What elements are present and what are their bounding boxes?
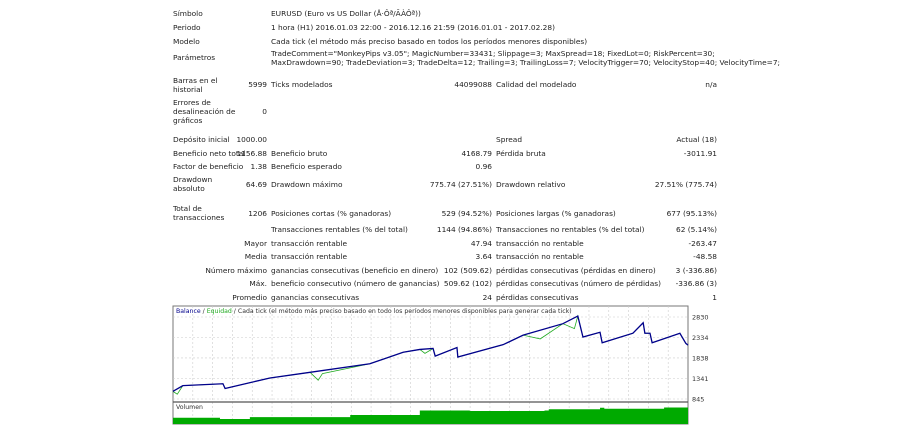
model-value: Cada tick (el método más preciso basado … [271,37,588,46]
total-label-2: transacciones [173,213,225,222]
stat-label: Transacciones rentables (% del total) [271,225,408,234]
stat-label-2: Transacciones no rentables (% del total) [496,225,645,234]
y-tick-label: 845 [692,396,704,404]
gross-profit-value: 4168.79 [461,149,492,158]
long-value: 677 (95.13%) [666,209,717,218]
y-tick-label: 1341 [692,375,709,383]
bars-label: Barras en el [173,76,218,85]
errors-value: 0 [262,107,267,116]
max-dd-label: Drawdown máximo [271,180,343,189]
stat-value: 24 [482,292,492,302]
y-tick-label: 2334 [692,334,709,342]
stat-value: 47.94 [470,238,492,248]
short-label: Posiciones cortas (% ganadoras) [271,209,392,218]
params-line2: MaxDrawdown=90; TradeDeviation=3; TradeD… [271,58,781,67]
ticks-value: 44099088 [454,80,492,89]
chart-title-part: Equidad [207,308,232,315]
stat-value: 3.64 [475,252,492,261]
chart-title-part: / [232,308,238,315]
stat-value: 1144 (94.86%) [436,225,492,234]
expected-label: Beneficio esperado [271,162,342,171]
expected-value: 0.96 [475,162,492,171]
rel-dd-label: Drawdown relativo [496,180,566,189]
stat-label-2: pérdidas consecutivas (número de pérdida… [496,279,661,288]
stat-label-2: transacción no rentable [496,252,584,261]
net-label: Beneficio neto total [173,149,246,158]
deposit-label: Depósito inicial [173,135,230,144]
chart-title-part: / [201,308,207,315]
errors-label-3: gráficos [173,116,203,125]
stat-value-2: 62 (5.14%) [676,225,717,234]
stat-prefix: Mayor [244,238,267,248]
spread-value: Actual (18) [676,135,717,144]
stat-label-2: transacción no rentable [496,238,584,248]
errors-label: Errores de [173,98,211,107]
bars-label-2: historial [173,85,203,94]
chart-title: Balance / Equidad / Cada tick (el método… [176,307,572,315]
bars-value: 5999 [248,80,267,89]
params-label: Parámetros [173,53,216,62]
dd-label: Drawdown [173,175,213,184]
plot-frame [172,305,689,425]
stat-label: ganancias consecutivas (beneficio en din… [271,265,439,275]
stat-label: beneficio consecutivo (número de gananci… [271,279,440,288]
quality-value: n/a [705,80,717,89]
stat-label-2: pérdidas consecutivas [496,292,579,302]
gross-profit-label: Beneficio bruto [271,149,328,158]
stat-value-2: -263.47 [688,238,717,248]
total-value: 1206 [248,209,267,218]
long-label: Posiciones largas (% ganadoras) [496,209,616,218]
y-tick-label: 2830 [692,314,709,322]
stat-value-2: 1 [712,292,717,302]
factor-value: 1.38 [250,162,267,171]
dd-label-2: absoluto [173,184,205,193]
gross-loss-value: -3011.91 [683,149,717,158]
params-line1: TradeComment="MonkeyPips v3.05"; MagicNu… [271,49,715,58]
quality-label: Calidad del modelado [496,80,577,89]
factor-label: Factor de beneficio [173,162,244,171]
stat-label: transacción rentable [271,252,348,261]
volume-area [173,407,688,424]
chart-title-part: Balance [176,308,201,315]
gross-loss-label: Pérdida bruta [496,149,546,158]
stat-value-2: 3 (-336.86) [675,265,717,275]
errors-label-2: desalineación de [173,107,236,116]
max-dd-value: 775.74 (27.51%) [429,180,492,189]
spread-label: Spread [496,135,523,144]
balance-chart: 2830 2334 1838 1341 845 Balance / Equidad / C… [172,305,709,425]
total-label: Total de [173,204,202,213]
period-value: 1 hora (H1) 2016.01.03 22:00 - 2016.12.1… [271,23,555,32]
stat-prefix: Promedio [232,292,267,302]
chart-title-part: Cada tick (el método más preciso basado … [238,307,572,315]
model-label: Modelo [173,37,200,46]
stat-label: transacción rentable [271,238,348,248]
stat-prefix: Máx. [249,279,267,288]
stat-prefix: Media [244,252,267,261]
symbol-value: EURUSD (Euro vs US Dollar (Å·Ôª/ÃÀÔª)) [271,9,421,18]
stat-value-2: -336.86 (3) [675,279,717,288]
ticks-label: Ticks modelados [271,80,333,89]
stat-value-2: -48.58 [693,252,717,261]
symbol-label: Símbolo [173,9,203,18]
y-tick-label: 1838 [692,354,709,362]
stat-value: 509.62 (102) [443,279,492,288]
net-value: 1156.88 [236,149,267,158]
period-label: Periodo [173,23,201,32]
volume-label: Volumen [176,404,203,411]
stat-prefix: Número máximo [205,265,267,275]
balance-line [172,315,689,392]
stat-value: 102 (509.62) [443,265,492,275]
stat-label-2: pérdidas consecutivas (pérdidas en diner… [496,265,656,275]
deposit-value: 1000.00 [236,135,267,144]
dd-value: 64.69 [245,180,267,189]
short-value: 529 (94.52%) [441,209,492,218]
stat-label: ganancias consecutivas [271,292,360,302]
rel-dd-value: 27.51% (775.74) [654,180,717,189]
